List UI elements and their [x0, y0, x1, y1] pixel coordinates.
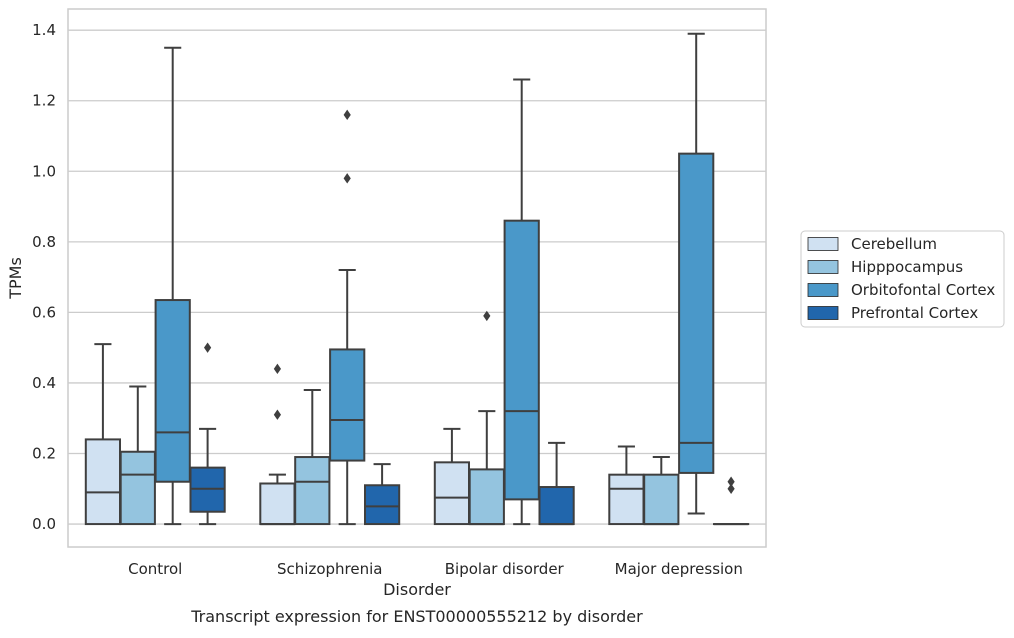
legend-label: Orbitofontal Cortex — [851, 281, 995, 299]
box-iqr — [505, 221, 539, 500]
x-tick-label: Control — [128, 560, 182, 578]
outlier-point — [344, 110, 351, 120]
x-tick-label: Bipolar disorder — [445, 560, 565, 578]
x-tick-label: Major depression — [615, 560, 743, 578]
box-iqr — [295, 457, 329, 524]
legend-label: Cerebellum — [851, 235, 937, 253]
legend-swatch — [808, 238, 838, 251]
box-layer — [86, 34, 748, 524]
y-tick-label: 0.2 — [32, 445, 56, 463]
outlier-point — [274, 364, 281, 374]
legend-swatch — [808, 307, 838, 320]
y-axis-label: TPMs — [6, 257, 25, 300]
legend-label: Prefrontal Cortex — [851, 304, 978, 322]
box-group — [190, 342, 224, 524]
legend-swatch — [808, 261, 838, 274]
y-tick-label: 0.6 — [32, 303, 56, 321]
box-group — [644, 457, 678, 524]
outlier-point — [728, 477, 735, 487]
box-iqr — [470, 469, 504, 524]
box-iqr — [679, 154, 713, 473]
box-iqr — [644, 475, 678, 524]
box-group — [295, 390, 329, 524]
outlier-point — [204, 342, 211, 352]
box-iqr — [539, 487, 573, 524]
box-iqr — [121, 452, 155, 524]
box-group — [679, 34, 713, 514]
legend-label: Hipppocampus — [851, 258, 963, 276]
box-group — [609, 446, 643, 524]
box-iqr — [365, 485, 399, 524]
box-group — [260, 364, 294, 524]
box-iqr — [86, 439, 120, 524]
box-iqr — [609, 475, 643, 524]
box-group — [505, 80, 539, 525]
x-tick-label: Schizophrenia — [277, 560, 382, 578]
y-tick-label: 0.4 — [32, 374, 56, 392]
box-group — [714, 477, 748, 525]
box-group — [86, 344, 120, 524]
y-tick-label: 1.2 — [32, 92, 56, 110]
box-group — [470, 311, 504, 524]
box-group — [435, 429, 469, 524]
outlier-point — [274, 410, 281, 420]
box-iqr — [260, 483, 294, 524]
x-axis-label: Disorder — [383, 580, 451, 599]
box-iqr — [435, 462, 469, 524]
legend-swatch — [808, 284, 838, 297]
outlier-point — [344, 173, 351, 183]
y-tick-label: 1.0 — [32, 162, 56, 180]
chart-caption: Transcript expression for ENST0000055521… — [190, 607, 643, 626]
box-iqr — [156, 300, 190, 482]
y-tick-label: 0.0 — [32, 515, 56, 533]
y-tick-label: 0.8 — [32, 233, 56, 251]
box-group — [365, 464, 399, 524]
y-tick-label: 1.4 — [32, 21, 56, 39]
box-group — [539, 443, 573, 524]
legend: Cerebellum Hipppocampus Orbitofontal Corte… — [801, 231, 1004, 327]
box-group — [121, 386, 155, 524]
box-group — [156, 48, 190, 524]
box-iqr — [330, 349, 364, 460]
